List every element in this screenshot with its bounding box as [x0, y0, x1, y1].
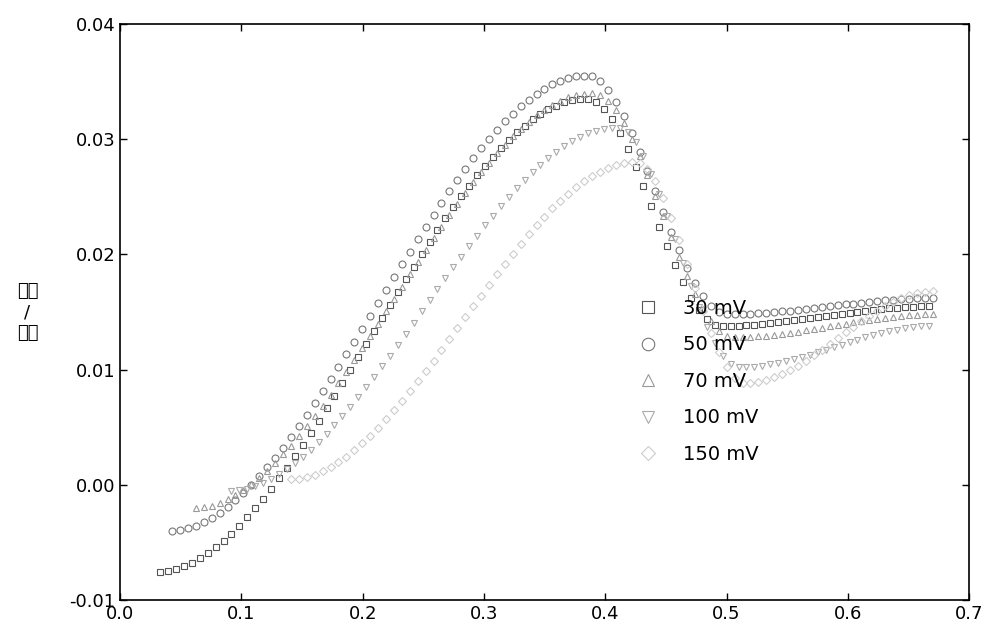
- 50 mV: [190, 522, 202, 529]
- 70 mV: [190, 504, 202, 512]
- 70 mV: [586, 89, 598, 97]
- 30 mV: [154, 568, 166, 575]
- 100 mV: [297, 453, 309, 461]
- 150 mV: [808, 351, 820, 359]
- 70 mV: [752, 333, 764, 340]
- 100 mV: [368, 373, 380, 381]
- 70 mV: [475, 168, 487, 176]
- 150 mV: [792, 362, 804, 369]
- 150 mV: [586, 172, 598, 180]
- 50 mV: [546, 81, 558, 88]
- 50 mV: [578, 72, 590, 79]
- 30 mV: [519, 122, 531, 129]
- 30 mV: [582, 95, 594, 102]
- 100 mV: [495, 202, 507, 210]
- 30 mV: [218, 537, 230, 545]
- 100 mV: [923, 322, 935, 330]
- 100 mV: [225, 487, 237, 495]
- 70 mV: [380, 308, 392, 316]
- 100 mV: [851, 336, 863, 344]
- Line: 70 mV: 70 mV: [192, 90, 936, 511]
- Line: 100 mV: 100 mV: [228, 124, 932, 494]
- 70 mV: [317, 402, 329, 410]
- 30 mV: [748, 321, 760, 328]
- 100 mV: [313, 438, 325, 445]
- 30 mV: [923, 303, 935, 310]
- 70 mV: [641, 172, 653, 179]
- 150 mV: [435, 346, 447, 354]
- Legend: 30 mV, 50 mV, 70 mV, 100 mV, 150 mV: 30 mV, 50 mV, 70 mV, 100 mV, 150 mV: [636, 299, 759, 464]
- 150 mV: [927, 287, 939, 295]
- 30 mV: [202, 549, 214, 557]
- 50 mV: [166, 527, 178, 535]
- 50 mV: [364, 312, 376, 320]
- 50 mV: [927, 294, 939, 302]
- 50 mV: [610, 98, 622, 106]
- 50 mV: [222, 503, 234, 511]
- Line: 50 mV: 50 mV: [169, 72, 936, 534]
- 150 mV: [285, 476, 297, 483]
- 50 mV: [760, 309, 772, 317]
- 150 mV: [459, 314, 471, 321]
- Line: 30 mV: 30 mV: [157, 95, 932, 575]
- 100 mV: [582, 129, 594, 137]
- Line: 150 mV: 150 mV: [288, 159, 935, 482]
- 100 mV: [606, 124, 618, 132]
- 70 mV: [499, 141, 511, 148]
- 30 mV: [590, 98, 602, 106]
- 150 mV: [626, 158, 638, 166]
- 30 mV: [645, 202, 657, 210]
- 70 mV: [927, 310, 939, 318]
- 150 mV: [467, 303, 479, 310]
- Y-axis label: 电流
/
安培: 电流 / 安培: [17, 282, 38, 342]
